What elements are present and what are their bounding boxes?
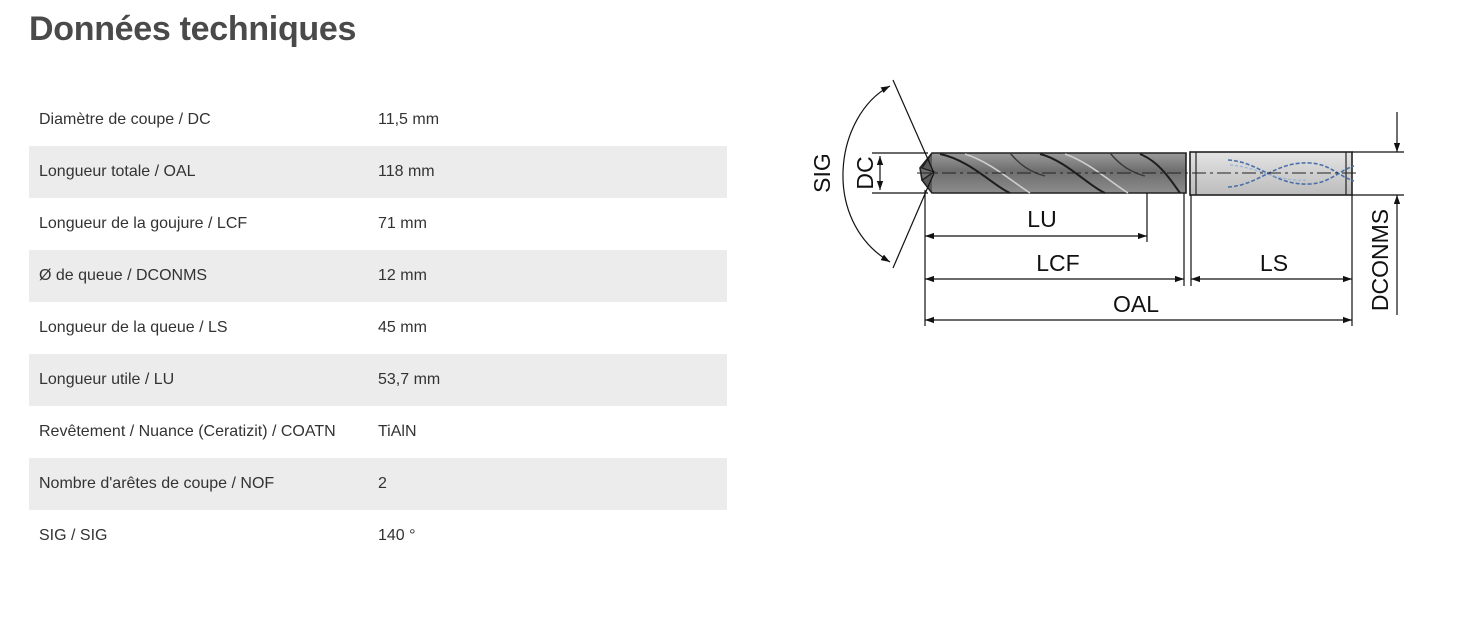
spec-label: Nombre d'arêtes de coupe / NOF (39, 475, 275, 492)
table-row: Longueur totale / OAL 118 mm (29, 146, 727, 198)
spec-value: 12 mm (378, 267, 427, 284)
spec-label: Longueur utile / LU (39, 371, 175, 388)
dconms-dimension (1352, 112, 1404, 315)
spec-label: Diamètre de coupe / DC (39, 111, 211, 128)
table-row: Longueur utile / LU 53,7 mm (29, 354, 727, 406)
dconms-label: DCONMS (1367, 209, 1393, 311)
spec-value: 53,7 mm (378, 371, 441, 388)
sig-label: SIG (809, 153, 835, 193)
spec-value: 11,5 mm (378, 111, 440, 128)
spec-value: 71 mm (378, 215, 427, 232)
spec-value: 2 (378, 475, 387, 492)
dc-label: DC (852, 156, 878, 189)
ls-label: LS (1260, 250, 1288, 276)
oal-label: OAL (1113, 291, 1159, 317)
spec-label: Longueur de la queue / LS (39, 319, 228, 336)
spec-label: Revêtement / Nuance (Ceratizit) / COATN (39, 423, 336, 440)
spec-label: Longueur de la goujure / LCF (39, 215, 248, 232)
table-row: Longueur de la goujure / LCF 71 mm (29, 198, 727, 250)
spec-value: 45 mm (378, 319, 427, 336)
table-row: Nombre d'arêtes de coupe / NOF 2 (29, 458, 727, 510)
spec-label: Longueur totale / OAL (39, 163, 196, 180)
spec-label: SIG / SIG (39, 527, 108, 544)
lu-label: LU (1027, 206, 1056, 232)
table-row: Longueur de la queue / LS 45 mm (29, 302, 727, 354)
page-title: Données techniques (29, 10, 357, 48)
spec-label: Ø de queue / DCONMS (39, 267, 208, 284)
dc-dimension (872, 152, 928, 194)
drill-diagram: SIG DC LU LCF LS OAL DCONMS (809, 79, 1404, 326)
spec-value: 140 ° (378, 527, 416, 544)
extension-lines (924, 190, 1353, 326)
spec-value: 118 mm (378, 163, 435, 180)
specs-table: Diamètre de coupe / DC 11,5 mm Longueur … (29, 94, 727, 562)
table-row: Revêtement / Nuance (Ceratizit) / COATN … (29, 406, 727, 458)
spec-value: TiAlN (378, 423, 417, 440)
sig-dimension (842, 79, 935, 269)
table-row: Diamètre de coupe / DC 11,5 mm (29, 94, 727, 146)
table-row: Ø de queue / DCONMS 12 mm (29, 250, 727, 302)
lcf-label: LCF (1036, 250, 1079, 276)
table-row: SIG / SIG 140 ° (29, 510, 727, 562)
